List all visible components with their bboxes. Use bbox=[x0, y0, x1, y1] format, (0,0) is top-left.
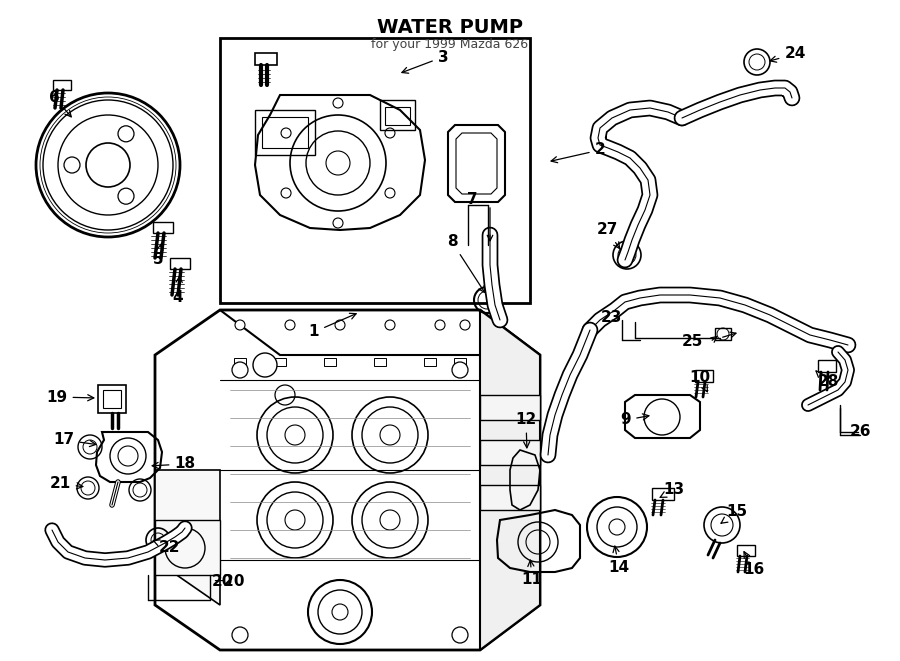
Text: 24: 24 bbox=[770, 46, 806, 62]
Bar bbox=[454, 358, 466, 366]
Bar bbox=[153, 222, 173, 233]
Circle shape bbox=[385, 320, 395, 330]
Text: 20: 20 bbox=[212, 574, 233, 588]
Bar bbox=[715, 328, 731, 340]
Circle shape bbox=[609, 519, 625, 535]
Text: 17: 17 bbox=[53, 432, 96, 447]
Circle shape bbox=[380, 425, 400, 445]
Circle shape bbox=[232, 627, 248, 643]
Text: 5: 5 bbox=[153, 244, 163, 268]
Circle shape bbox=[253, 353, 277, 377]
Text: 21: 21 bbox=[50, 477, 83, 492]
Bar bbox=[220, 38, 530, 303]
Text: 9: 9 bbox=[621, 412, 649, 428]
Circle shape bbox=[64, 157, 80, 173]
Text: 22: 22 bbox=[153, 539, 181, 555]
Bar bbox=[480, 440, 540, 465]
Bar bbox=[255, 110, 315, 155]
Text: 8: 8 bbox=[446, 235, 485, 293]
Bar bbox=[652, 488, 674, 500]
Bar bbox=[480, 485, 540, 510]
Text: 16: 16 bbox=[743, 552, 765, 578]
Text: 25: 25 bbox=[682, 334, 704, 350]
Circle shape bbox=[452, 627, 468, 643]
Bar bbox=[255, 53, 277, 65]
Bar bbox=[385, 107, 410, 125]
Circle shape bbox=[452, 362, 468, 378]
Text: 11: 11 bbox=[521, 560, 543, 588]
Text: 1: 1 bbox=[309, 313, 356, 340]
Text: 4: 4 bbox=[173, 276, 184, 305]
Text: 18: 18 bbox=[152, 457, 195, 471]
Circle shape bbox=[285, 425, 305, 445]
Circle shape bbox=[335, 320, 345, 330]
Bar bbox=[98, 385, 126, 413]
Bar bbox=[53, 80, 71, 90]
Text: 27: 27 bbox=[597, 223, 619, 249]
Text: WATER PUMP: WATER PUMP bbox=[377, 18, 523, 37]
Text: for your 1999 Mazda 626: for your 1999 Mazda 626 bbox=[372, 38, 528, 51]
Circle shape bbox=[232, 362, 248, 378]
Text: 12: 12 bbox=[516, 412, 536, 447]
Bar bbox=[737, 545, 755, 556]
Bar bbox=[155, 520, 220, 575]
Bar bbox=[374, 358, 386, 366]
Text: 26: 26 bbox=[850, 424, 871, 440]
Bar bbox=[103, 390, 121, 408]
Bar bbox=[818, 360, 836, 372]
Circle shape bbox=[285, 510, 305, 530]
Circle shape bbox=[118, 188, 134, 204]
Bar bbox=[262, 117, 308, 148]
Text: ─20: ─20 bbox=[214, 574, 245, 590]
Text: 7: 7 bbox=[467, 192, 477, 208]
Circle shape bbox=[285, 320, 295, 330]
Bar bbox=[424, 358, 436, 366]
Text: 28: 28 bbox=[816, 371, 839, 389]
Text: 23: 23 bbox=[600, 311, 622, 325]
Circle shape bbox=[118, 126, 134, 142]
Text: 13: 13 bbox=[660, 483, 685, 498]
Text: 3: 3 bbox=[402, 50, 448, 73]
Text: 10: 10 bbox=[689, 371, 711, 392]
Circle shape bbox=[460, 320, 470, 330]
Bar bbox=[234, 358, 246, 366]
Bar bbox=[480, 395, 540, 420]
Bar bbox=[274, 358, 286, 366]
Bar bbox=[695, 370, 713, 382]
Circle shape bbox=[435, 320, 445, 330]
Circle shape bbox=[380, 510, 400, 530]
Polygon shape bbox=[480, 310, 540, 650]
Text: 6: 6 bbox=[49, 89, 71, 117]
Text: 15: 15 bbox=[721, 504, 748, 524]
Text: 2: 2 bbox=[551, 143, 606, 163]
Bar bbox=[380, 100, 415, 130]
Circle shape bbox=[235, 320, 245, 330]
Bar bbox=[324, 358, 336, 366]
Text: 14: 14 bbox=[608, 546, 630, 574]
Polygon shape bbox=[155, 470, 220, 605]
Text: 19: 19 bbox=[47, 389, 94, 405]
Bar bbox=[170, 258, 190, 269]
